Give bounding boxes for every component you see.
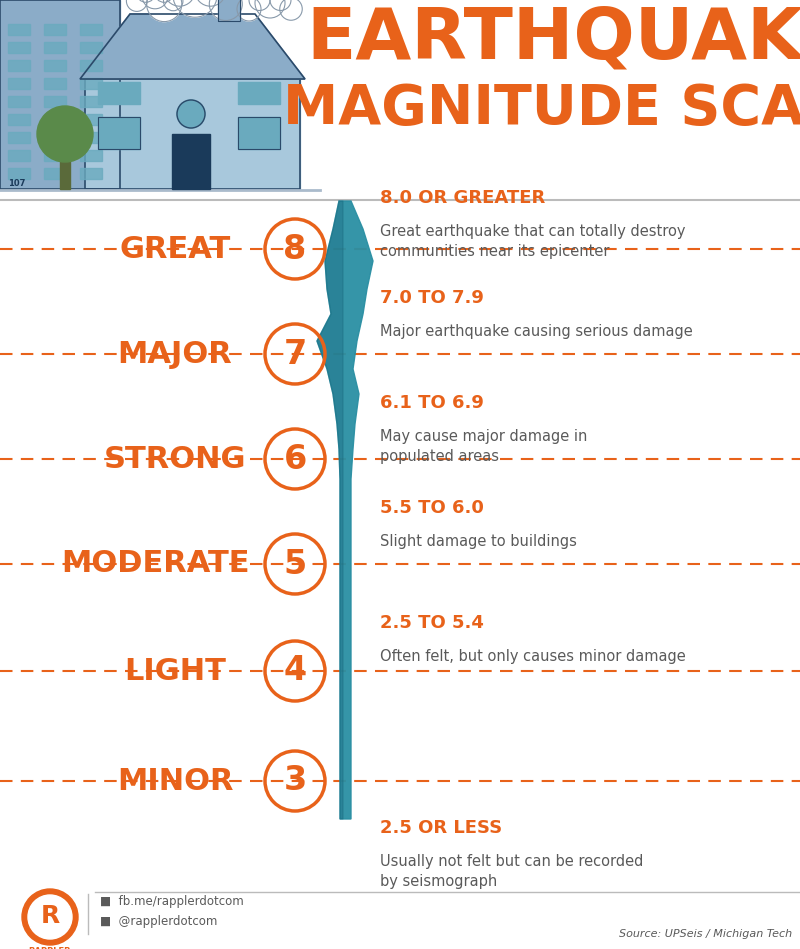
- Bar: [8, 132, 30, 143]
- Bar: [80, 132, 102, 143]
- Text: 7.0 TO 7.9: 7.0 TO 7.9: [380, 289, 484, 307]
- Text: 5: 5: [283, 548, 306, 581]
- Text: 5.5 TO 6.0: 5.5 TO 6.0: [380, 499, 484, 517]
- Text: Often felt, but only causes minor damage: Often felt, but only causes minor damage: [380, 649, 686, 664]
- Text: 6: 6: [283, 442, 306, 475]
- Bar: [0, 0, 120, 189]
- Bar: [44, 24, 66, 35]
- Text: Major earthquake causing serious damage: Major earthquake causing serious damage: [380, 324, 693, 339]
- Bar: [238, 117, 280, 149]
- Text: 8: 8: [283, 233, 306, 266]
- Bar: [238, 82, 280, 104]
- Text: GREAT: GREAT: [119, 234, 230, 264]
- Bar: [172, 134, 210, 189]
- Text: RAPPLER: RAPPLER: [29, 946, 71, 949]
- Text: STRONG: STRONG: [104, 444, 246, 474]
- Text: 3: 3: [283, 765, 306, 797]
- Circle shape: [237, 0, 261, 21]
- Bar: [218, 0, 240, 21]
- Text: 8.0 OR GREATER: 8.0 OR GREATER: [380, 189, 546, 207]
- Bar: [44, 60, 66, 71]
- Bar: [8, 78, 30, 89]
- Circle shape: [177, 100, 205, 128]
- Bar: [44, 78, 66, 89]
- Polygon shape: [317, 201, 343, 819]
- Text: 7: 7: [283, 338, 306, 370]
- Bar: [44, 96, 66, 107]
- Circle shape: [37, 106, 93, 162]
- Text: Great earthquake that can totally destroy
communities near its epicenter: Great earthquake that can totally destro…: [380, 224, 686, 259]
- Text: ■  @rapplerdotcom: ■ @rapplerdotcom: [100, 915, 218, 927]
- Text: Slight damage to buildings: Slight damage to buildings: [380, 534, 577, 549]
- Circle shape: [280, 0, 302, 20]
- Circle shape: [163, 0, 183, 10]
- Circle shape: [255, 0, 285, 18]
- Text: 6.1 TO 6.9: 6.1 TO 6.9: [380, 394, 484, 412]
- Text: Usually not felt but can be recorded
by seismograph: Usually not felt but can be recorded by …: [380, 854, 643, 889]
- Bar: [44, 42, 66, 53]
- Text: R: R: [40, 904, 60, 928]
- Circle shape: [137, 0, 155, 2]
- Text: LIGHT: LIGHT: [124, 657, 226, 685]
- Circle shape: [155, 0, 173, 2]
- Circle shape: [126, 0, 147, 11]
- Bar: [8, 150, 30, 161]
- Bar: [98, 117, 140, 149]
- Text: EARTHQUAKE: EARTHQUAKE: [307, 5, 800, 73]
- Polygon shape: [317, 201, 373, 819]
- Circle shape: [249, 0, 270, 10]
- Bar: [238, 117, 280, 149]
- Text: Source: UPSeis / Michigan Tech: Source: UPSeis / Michigan Tech: [619, 929, 792, 939]
- Bar: [80, 60, 102, 71]
- Bar: [8, 42, 30, 53]
- Bar: [98, 82, 140, 104]
- Circle shape: [22, 889, 78, 945]
- Bar: [85, 79, 300, 189]
- Bar: [44, 168, 66, 179]
- Circle shape: [164, 0, 195, 7]
- Text: 107: 107: [8, 179, 26, 188]
- Circle shape: [195, 0, 226, 7]
- Bar: [8, 96, 30, 107]
- Bar: [80, 114, 102, 125]
- Polygon shape: [80, 14, 305, 79]
- Text: MINOR: MINOR: [117, 767, 234, 795]
- Bar: [44, 132, 66, 143]
- Text: May cause major damage in
populated areas: May cause major damage in populated area…: [380, 429, 587, 464]
- Text: ■  fb.me/rapplerdotcom: ■ fb.me/rapplerdotcom: [100, 896, 244, 908]
- Bar: [85, 79, 300, 189]
- Bar: [80, 42, 102, 53]
- Bar: [80, 168, 102, 179]
- Circle shape: [28, 895, 72, 939]
- Circle shape: [173, 0, 217, 17]
- Bar: [80, 78, 102, 89]
- Text: MAGNITUDE SCALE: MAGNITUDE SCALE: [282, 82, 800, 136]
- Bar: [60, 149, 70, 189]
- Bar: [8, 24, 30, 35]
- Bar: [80, 150, 102, 161]
- Circle shape: [142, 0, 168, 9]
- Circle shape: [146, 0, 182, 22]
- Text: MAJOR: MAJOR: [118, 340, 232, 368]
- Bar: [8, 114, 30, 125]
- Circle shape: [210, 0, 242, 21]
- Text: MODERATE: MODERATE: [61, 549, 250, 579]
- Bar: [8, 168, 30, 179]
- Text: 4: 4: [283, 655, 306, 687]
- Bar: [0, 0, 120, 189]
- Circle shape: [270, 0, 291, 10]
- Bar: [80, 24, 102, 35]
- Text: 2.5 TO 5.4: 2.5 TO 5.4: [380, 614, 484, 632]
- Text: 2.5 OR LESS: 2.5 OR LESS: [380, 819, 502, 837]
- Bar: [218, 0, 240, 21]
- Bar: [8, 60, 30, 71]
- Bar: [44, 150, 66, 161]
- Bar: [80, 96, 102, 107]
- Bar: [98, 117, 140, 149]
- Bar: [44, 114, 66, 125]
